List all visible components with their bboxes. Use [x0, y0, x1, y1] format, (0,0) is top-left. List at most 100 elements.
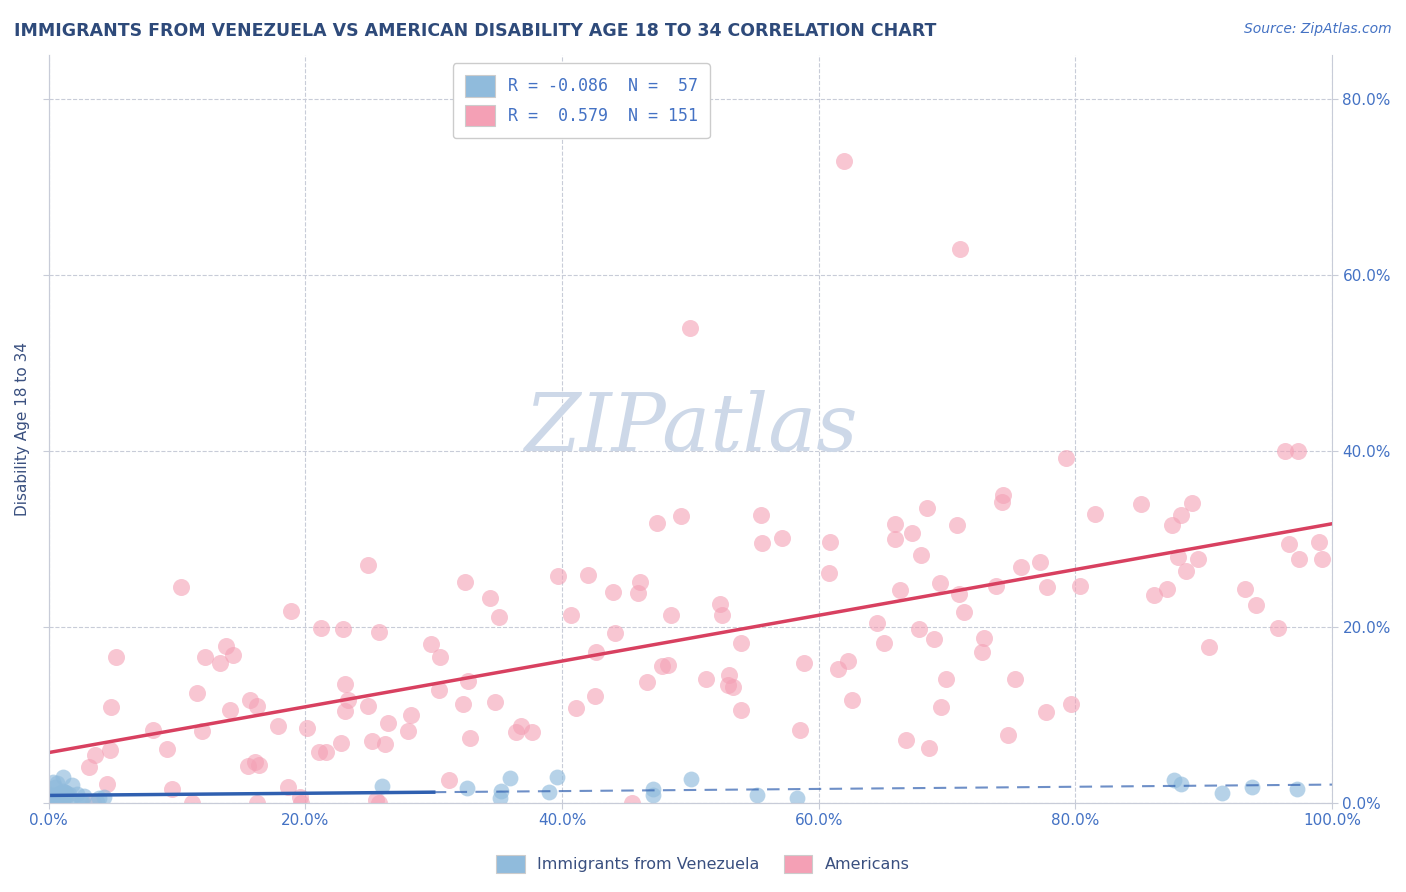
Point — [51, 791, 73, 805]
Point — [1054, 451, 1077, 466]
Point — [170, 580, 193, 594]
Point — [1156, 582, 1178, 596]
Point — [246, 796, 269, 810]
Point — [60, 778, 83, 792]
Point — [1035, 580, 1057, 594]
Point — [1143, 588, 1166, 602]
Point — [721, 680, 744, 694]
Point — [55, 787, 77, 801]
Point — [288, 789, 311, 804]
Point — [1308, 535, 1330, 549]
Point — [984, 580, 1007, 594]
Point — [710, 607, 733, 622]
Point — [901, 525, 924, 540]
Legend: R = -0.086  N =  57, R =  0.579  N = 151: R = -0.086 N = 57, R = 0.579 N = 151 — [453, 63, 710, 138]
Point — [643, 782, 665, 797]
Y-axis label: Disability Age 18 to 34: Disability Age 18 to 34 — [15, 342, 30, 516]
Point — [910, 548, 932, 562]
Point — [489, 791, 512, 805]
Point — [922, 632, 945, 646]
Point — [948, 587, 970, 601]
Point — [917, 501, 939, 516]
Text: Source: ZipAtlas.com: Source: ZipAtlas.com — [1244, 22, 1392, 37]
Point — [546, 770, 568, 784]
Point — [641, 788, 664, 802]
Point — [671, 508, 693, 523]
Point — [841, 693, 863, 707]
Point — [215, 640, 238, 654]
Point — [457, 674, 479, 689]
Point — [1130, 498, 1153, 512]
Point — [209, 656, 232, 670]
Point — [488, 610, 510, 624]
Point — [429, 650, 451, 665]
Point — [793, 656, 815, 670]
Point — [1241, 780, 1264, 795]
Point — [191, 723, 214, 738]
Point — [1170, 508, 1192, 523]
Point — [628, 575, 651, 590]
Point — [239, 693, 262, 707]
Point — [952, 606, 974, 620]
Point — [73, 789, 96, 803]
Point — [585, 645, 607, 659]
Point — [949, 242, 972, 256]
Point — [52, 793, 75, 807]
Point — [456, 780, 478, 795]
Point — [1069, 579, 1091, 593]
Point — [52, 784, 75, 798]
Point — [479, 591, 502, 605]
Point — [39, 789, 62, 804]
Point — [894, 733, 917, 747]
Text: ZIPatlas: ZIPatlas — [523, 390, 858, 467]
Point — [194, 650, 217, 665]
Point — [717, 678, 740, 692]
Point — [48, 794, 70, 808]
Point — [657, 657, 679, 672]
Point — [1181, 496, 1204, 510]
Point — [308, 745, 330, 759]
Point — [104, 649, 127, 664]
Point — [679, 772, 702, 786]
Point — [399, 707, 422, 722]
Point — [427, 682, 450, 697]
Point — [180, 796, 202, 810]
Point — [751, 536, 773, 550]
Point — [45, 791, 67, 805]
Point — [70, 795, 93, 809]
Point — [366, 793, 388, 807]
Point — [509, 719, 531, 733]
Point — [52, 770, 75, 784]
Point — [1010, 560, 1032, 574]
Point — [82, 796, 104, 810]
Point — [332, 622, 354, 636]
Point — [246, 699, 269, 714]
Point — [661, 607, 683, 622]
Point — [311, 621, 333, 635]
Point — [377, 715, 399, 730]
Point — [337, 693, 360, 707]
Point — [636, 675, 658, 690]
Point — [219, 703, 242, 717]
Point — [96, 777, 118, 791]
Point — [1198, 640, 1220, 654]
Point — [751, 508, 773, 523]
Point — [222, 648, 245, 663]
Point — [602, 585, 624, 599]
Legend: Immigrants from Venezuela, Americans: Immigrants from Venezuela, Americans — [489, 848, 917, 880]
Point — [679, 320, 702, 334]
Point — [1267, 621, 1289, 635]
Point — [520, 725, 543, 739]
Point — [918, 740, 941, 755]
Point — [834, 153, 856, 168]
Point — [368, 625, 391, 640]
Point — [58, 787, 80, 801]
Point — [48, 787, 70, 801]
Point — [1170, 777, 1192, 791]
Point — [730, 636, 752, 650]
Point — [360, 734, 382, 748]
Point — [290, 796, 312, 810]
Point — [186, 686, 208, 700]
Point — [538, 785, 561, 799]
Point — [142, 723, 165, 738]
